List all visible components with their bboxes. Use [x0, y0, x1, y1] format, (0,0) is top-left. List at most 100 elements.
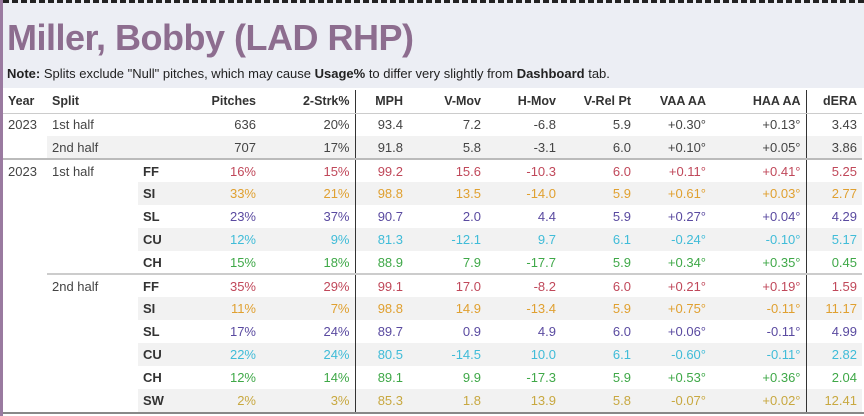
vaa-aa-cell: +0.75° — [636, 297, 711, 320]
v-rel-pt-cell: 6.0 — [561, 136, 636, 159]
two-strike-pct-cell: 14% — [323, 370, 350, 385]
dera-cell: 4.99 — [805, 320, 862, 343]
pitch-type-cell — [138, 136, 183, 159]
column-header-year[interactable]: Year — [3, 90, 47, 114]
dera-cell: 0.45 — [805, 251, 862, 274]
pitches-cell: 22% — [183, 343, 261, 366]
year-cell: 2023 — [3, 158, 47, 182]
pitches-cell: 636 — [234, 117, 256, 133]
pitches-cell: 35% — [183, 273, 261, 297]
v-mov-cell: -14.5 — [408, 343, 486, 366]
v-mov-cell: 2.0 — [462, 209, 481, 224]
vaa-aa-cell: +0.53° — [667, 370, 706, 385]
vaa-aa-cell: -0.07° — [636, 389, 711, 412]
splits-table: Year Split Pitches 2-Strk% MPH V-Mov H-Mov V-Re… — [3, 90, 862, 412]
mph-cell: 88.9 — [354, 251, 408, 274]
v-rel-pt-cell: 5.9 — [612, 370, 631, 385]
mph-cell: 85.3 — [354, 389, 408, 412]
pitches-cell: 707 — [183, 136, 261, 159]
column-header-v-rel-pt[interactable]: V-Rel Pt — [561, 90, 636, 114]
haa-aa-cell: +0.36° — [762, 370, 801, 385]
split-cell — [47, 205, 138, 228]
year-cell: 2023 — [8, 117, 37, 133]
mph-cell: 99.2 — [354, 158, 408, 182]
note-text: to differ very slightly from — [365, 66, 517, 81]
pitches-cell: 16% — [183, 158, 261, 182]
column-header-vaa-aa[interactable]: VAA AA — [636, 90, 711, 114]
year-cell — [3, 389, 47, 412]
column-header-type[interactable] — [138, 90, 183, 114]
haa-aa-cell: +0.41° — [711, 158, 806, 182]
v-mov-cell: 7.9 — [462, 254, 481, 270]
column-header-h-mov[interactable]: H-Mov — [486, 90, 561, 114]
h-mov-cell: -17.3 — [526, 370, 556, 385]
h-mov-cell: -6.8 — [533, 117, 556, 133]
pitches-cell: 12% — [229, 370, 256, 385]
two-strike-pct-cell: 24% — [323, 324, 350, 339]
pitch-type-cell: CU — [138, 343, 183, 366]
note-text: tab. — [584, 66, 610, 81]
v-rel-pt-cell: 6.1 — [561, 343, 636, 366]
h-mov-cell: -8.2 — [486, 273, 561, 297]
two-strike-pct-cell: 9% — [261, 228, 355, 251]
dera-cell: 5.17 — [805, 228, 862, 251]
haa-aa-cell: +0.35° — [762, 254, 801, 270]
mph-cell: 93.4 — [354, 113, 408, 136]
column-header-v-mov[interactable]: V-Mov — [408, 90, 486, 114]
h-mov-cell: 9.7 — [486, 228, 561, 251]
two-strike-pct-cell: 17% — [261, 136, 355, 159]
table-row: SI 33% 21% 98.8 13.5 -14.0 5.9 +0.61° +0.03° 2.77 — [3, 182, 862, 205]
split-cell — [47, 228, 138, 251]
two-strike-pct-cell: 20% — [323, 117, 350, 133]
year-cell — [3, 182, 47, 205]
pitch-type-cell — [138, 113, 183, 136]
note-label: Note: — [7, 66, 41, 81]
year-cell — [3, 205, 47, 228]
vaa-aa-cell: +0.06° — [667, 324, 706, 339]
split-cell — [47, 182, 138, 205]
note-dashboard: Dashboard — [516, 66, 585, 81]
haa-aa-cell: -0.10° — [711, 228, 806, 251]
two-strike-pct-cell: 15% — [261, 158, 355, 182]
split-cell — [47, 343, 138, 366]
table-bottom-border — [3, 412, 864, 414]
haa-aa-cell: +0.04° — [762, 209, 801, 224]
h-mov-cell: 4.9 — [537, 324, 556, 339]
column-header-2-strk-[interactable]: 2-Strk% — [261, 90, 355, 114]
h-mov-cell: 10.0 — [486, 343, 561, 366]
mph-cell: 80.5 — [354, 343, 408, 366]
table-row: 2nd half 707 17% 91.8 5.8 -3.1 6.0 +0.10° +0.05°… — [3, 136, 862, 159]
haa-aa-cell: +0.13° — [762, 117, 801, 133]
column-header-haa-aa[interactable]: HAA AA — [711, 90, 806, 114]
column-header-pitches[interactable]: Pitches — [183, 90, 261, 114]
v-rel-pt-cell: 6.1 — [561, 228, 636, 251]
pitch-type-cell: CU — [138, 228, 183, 251]
pitch-type-cell: CH — [143, 370, 162, 385]
haa-aa-cell: +0.05° — [711, 136, 806, 159]
column-header-dera[interactable]: dERA — [805, 90, 862, 114]
mph-cell: 91.8 — [354, 136, 408, 159]
haa-aa-cell: +0.02° — [711, 389, 806, 412]
table-row: 2nd half FF 35% 29% 99.1 17.0 -8.2 6.0 +0.21° +0.… — [3, 273, 862, 297]
year-cell — [3, 274, 47, 297]
column-header-mph[interactable]: MPH — [354, 90, 408, 114]
pitch-type-cell: SI — [138, 182, 183, 205]
v-mov-cell: 17.0 — [408, 273, 486, 297]
year-cell — [3, 228, 47, 251]
table-row: 2023 1st half FF 16% 15% 99.2 15.6 -10.3 6.0 +0.1… — [3, 158, 862, 182]
vaa-aa-cell: -0.60° — [636, 343, 711, 366]
split-cell: 1st half — [52, 117, 94, 133]
v-rel-pt-cell: 6.0 — [561, 158, 636, 182]
v-rel-pt-cell: 5.9 — [561, 182, 636, 205]
v-rel-pt-cell: 5.9 — [612, 254, 631, 270]
column-header-split[interactable]: Split — [47, 90, 138, 114]
v-rel-pt-cell: 5.9 — [561, 297, 636, 320]
page-title: Miller, Bobby (LAD RHP) — [7, 17, 414, 58]
mph-cell: 98.8 — [354, 297, 408, 320]
v-mov-cell: 14.9 — [408, 297, 486, 320]
dera-cell: 2.04 — [805, 366, 862, 389]
two-strike-pct-cell: 3% — [261, 389, 355, 412]
mph-cell: 81.3 — [354, 228, 408, 251]
note-usage: Usage% — [314, 66, 366, 81]
v-rel-pt-cell: 6.0 — [561, 273, 636, 297]
